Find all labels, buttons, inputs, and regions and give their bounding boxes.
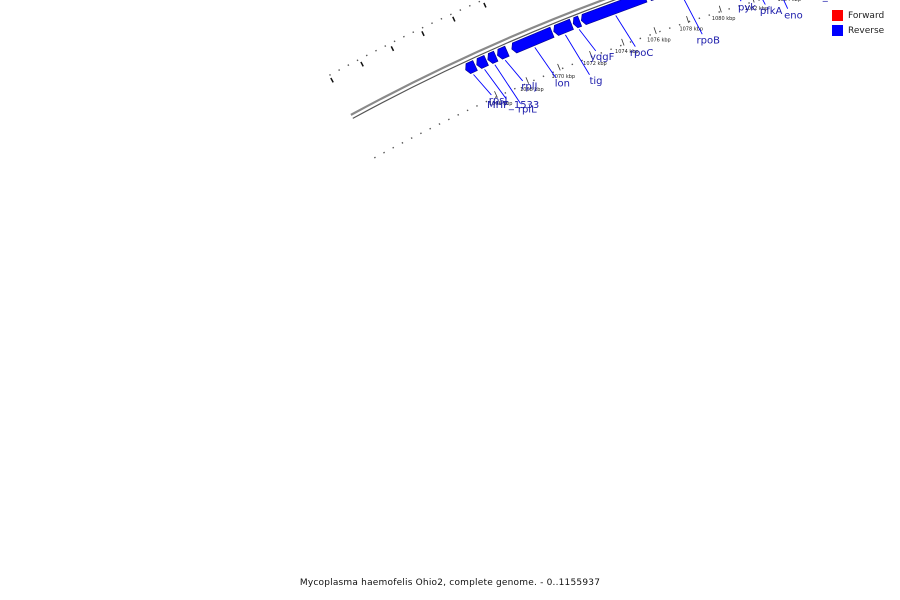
gene-arrow-lon — [511, 26, 555, 54]
gene-label-eno: eno — [784, 10, 803, 21]
tick-mark — [686, 16, 690, 23]
legend: Forward Reverse — [832, 8, 892, 38]
gene-leader-line — [504, 59, 524, 82]
inner-dotted-track — [373, 0, 763, 159]
gene-label-rpoc: rpoC — [630, 48, 654, 59]
legend-forward-label: Forward — [848, 10, 885, 21]
tick-mark — [557, 63, 561, 71]
tick-mark — [589, 50, 593, 58]
tick-label: 1082 kbp — [745, 6, 769, 12]
gene-label-mhf_1533: MHF_1533 — [487, 100, 539, 111]
gene-label-lon: lon — [555, 79, 570, 90]
outer-marker — [330, 77, 334, 83]
tick-label: 1070 kbp — [552, 74, 576, 80]
gene-arrow-rpsj — [465, 60, 478, 74]
tick-mark — [752, 0, 755, 3]
reverse-swatch — [832, 25, 843, 36]
outer-marker — [452, 16, 456, 22]
outer-marker — [483, 2, 487, 8]
gene-arrow-tig — [553, 18, 574, 36]
gene-arrow-rplj — [497, 45, 510, 60]
outer-marker — [390, 46, 395, 52]
gene-leader-line — [534, 47, 557, 78]
gene-label-tig: tig — [589, 76, 602, 87]
outer-marker — [360, 61, 364, 67]
tick-label: 1080 kbp — [712, 16, 736, 22]
forward-swatch — [832, 10, 843, 21]
gene-arrow-rpob — [650, 0, 655, 1]
gene-label-rpll: rplL — [518, 104, 537, 115]
gene-leader-line — [683, 0, 703, 35]
tick-label: 1072 kbp — [583, 61, 607, 67]
gene-leader-line — [615, 15, 636, 47]
tick-layer: 1066 kbp 1068 kbp 1070 kbp 1072 kbp 1074 kbp… — [489, 0, 801, 107]
dotted-guide-layer — [329, 0, 763, 159]
gene-leader-line — [484, 69, 507, 100]
tick-label: 1076 kbp — [647, 37, 671, 43]
backbone-layer — [350, 0, 617, 119]
tick-label: 1066 kbp — [489, 101, 513, 107]
backbone-inner-line — [352, 0, 617, 119]
gene-arrow-yqgf — [572, 15, 583, 29]
tick-label: 1074 kbp — [615, 49, 639, 55]
gene-arrow-rpll — [487, 50, 499, 64]
gene-label-rpsj: rpsJ — [489, 96, 508, 107]
outer-marker — [421, 31, 425, 37]
gene-leader-line — [578, 29, 597, 52]
gene-label-pyk: pyk — [738, 3, 756, 14]
gene-arrow-mhf_1533 — [476, 55, 489, 69]
gene-leader-line — [494, 64, 521, 104]
tick-mark — [494, 91, 498, 98]
tick-mark — [621, 38, 625, 46]
backbone-outer-line — [350, 0, 607, 116]
gene-label-rplj: rplJ — [521, 82, 537, 93]
tick-label: 1068 kbp — [520, 87, 544, 93]
gene-layer — [465, 0, 655, 74]
tick-label: 1078 kbp — [679, 26, 703, 32]
tick-mark — [525, 77, 530, 84]
legend-item-reverse: Reverse — [832, 23, 892, 38]
gene-label-pfka: pfkA — [760, 6, 783, 17]
legend-item-forward: Forward — [832, 8, 892, 23]
tick-label: 1084 kbp — [777, 0, 801, 3]
genome-caption: Mycoplasma haemofelis Ohio2, complete ge… — [299, 578, 601, 588]
gene-leader-line — [473, 74, 492, 96]
gene-label-rpob: rpoB — [697, 36, 721, 47]
gene-leader-line — [783, 0, 789, 9]
gene-leader-line — [739, 0, 742, 2]
gene-leader-line — [565, 34, 590, 75]
tick-mark — [718, 5, 722, 13]
gene-arrow-rpoc — [580, 0, 648, 25]
gene-label-yqgf: yqgF — [590, 52, 615, 63]
gene-label-mhf_1547: MHF_1547 — [801, 0, 853, 2]
tick-mark — [653, 27, 657, 34]
legend-reverse-label: Reverse — [848, 25, 885, 36]
